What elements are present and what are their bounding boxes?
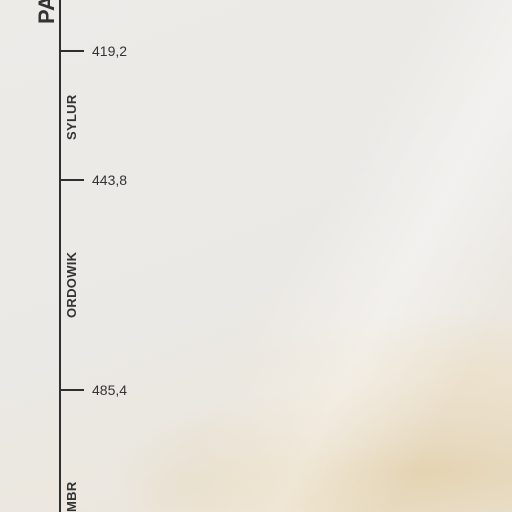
boundary-label: 443,8: [92, 172, 128, 188]
era-label: PA: [34, 0, 59, 24]
boundary-tick: [60, 389, 84, 391]
period-label-ordowik: ORDOWIK: [64, 251, 79, 318]
boundary-label: 485,4: [92, 382, 128, 398]
boundary-tick: [60, 50, 84, 52]
boundary-label: 419,2: [92, 43, 128, 59]
period-label-sylur: SYLUR: [64, 94, 79, 140]
boundary-tick: [60, 179, 84, 181]
timeline-axis: [59, 0, 61, 512]
period-label-kambr: MBR: [64, 481, 79, 512]
